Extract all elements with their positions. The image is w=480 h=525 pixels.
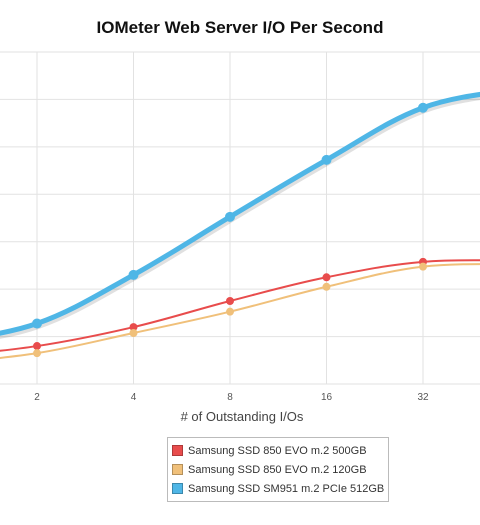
x-tick-label: 8 xyxy=(227,392,233,403)
chart-title: IOMeter Web Server I/O Per Second xyxy=(96,18,384,37)
legend-label: Samsung SSD 850 EVO m.2 120GB xyxy=(188,463,367,476)
data-point xyxy=(321,154,332,165)
data-point xyxy=(225,211,235,222)
data-point xyxy=(32,318,42,329)
legend-item[interactable]: Samsung SSD SM951 m.2 PCIe 512GB xyxy=(172,479,384,498)
data-point xyxy=(322,282,331,291)
data-point xyxy=(33,342,41,351)
x-tick-label: 4 xyxy=(131,392,137,403)
data-point xyxy=(418,102,428,113)
series-lines xyxy=(0,91,480,360)
x-tick-labels: 2 4 8 16 32 xyxy=(34,392,429,403)
data-point xyxy=(129,323,138,332)
legend-label: Samsung SSD 850 EVO m.2 500GB xyxy=(188,444,367,457)
chart-legend: Samsung SSD 850 EVO m.2 500GB Samsung SSD… xyxy=(167,437,389,502)
legend-swatch xyxy=(172,464,183,475)
legend-swatch xyxy=(172,445,183,456)
series-3 xyxy=(0,91,480,339)
x-tick-label: 2 xyxy=(34,392,40,403)
legend-swatch xyxy=(172,483,183,494)
data-point xyxy=(128,269,139,280)
legend-item[interactable]: Samsung SSD 850 EVO m.2 120GB xyxy=(172,460,384,479)
series-2 xyxy=(0,262,480,360)
data-point xyxy=(322,273,331,282)
data-point xyxy=(226,297,234,305)
data-point xyxy=(419,262,427,271)
x-tick-label: 16 xyxy=(321,392,333,403)
grid-lines xyxy=(0,51,480,385)
data-point xyxy=(226,307,234,316)
legend-label: Samsung SSD SM951 m.2 PCIe 512GB xyxy=(188,482,385,495)
data-point xyxy=(129,329,138,338)
legend-item[interactable]: Samsung SSD 850 EVO m.2 500GB xyxy=(172,441,384,460)
line-chart: 2 4 8 16 32 # of Outstanding I/Os xyxy=(0,51,480,424)
x-axis-title: # of Outstanding I/Os xyxy=(181,409,304,424)
series-1 xyxy=(0,257,480,352)
x-tick-label: 32 xyxy=(417,392,429,403)
data-point xyxy=(33,349,41,358)
